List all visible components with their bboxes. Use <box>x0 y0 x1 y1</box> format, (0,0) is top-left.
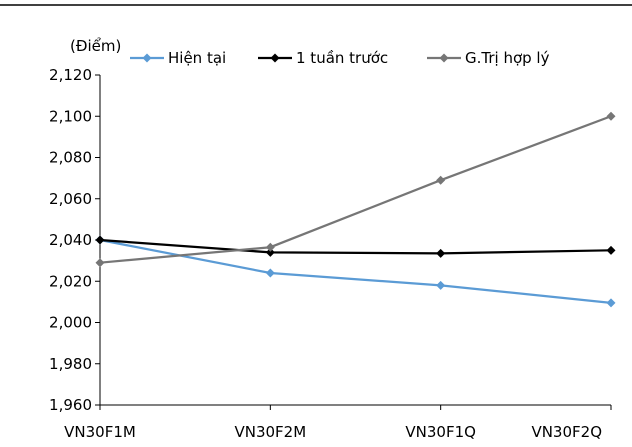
series-line <box>99 238 612 305</box>
data-point <box>606 298 616 308</box>
x-axis: VN30F1M VN30F2M VN30F1Q VN30F2Q <box>64 404 612 441</box>
y-axis-title: (Điểm) <box>70 37 121 55</box>
data-point <box>436 280 446 290</box>
legend-marker <box>439 53 449 63</box>
legend-marker <box>270 53 280 63</box>
series-lines <box>95 111 616 308</box>
legend-label: Hiện tại <box>168 49 226 67</box>
data-point <box>95 258 105 268</box>
y-tick-label: 1,960 <box>49 396 92 414</box>
data-point <box>265 268 275 278</box>
x-tick-label: VN30F2Q <box>531 423 602 441</box>
y-axis: 1,960 1,980 2,000 2,020 2,040 2,060 2,080 2,100… <box>49 66 101 414</box>
data-point <box>95 235 105 245</box>
legend-label: 1 tuần trước <box>296 49 388 67</box>
series-line <box>99 238 612 255</box>
data-point <box>265 242 275 252</box>
data-point <box>606 111 616 121</box>
x-tick-label: VN30F1Q <box>405 423 476 441</box>
data-point <box>606 245 616 255</box>
data-point <box>436 248 446 258</box>
y-tick-label: 2,040 <box>49 231 92 249</box>
series-line <box>99 115 612 264</box>
y-tick-label: 2,020 <box>49 272 92 290</box>
y-tick-label: 2,060 <box>49 190 92 208</box>
data-point <box>436 175 446 185</box>
y-tick-label: 2,000 <box>49 314 92 332</box>
legend-marker <box>142 53 152 63</box>
y-tick-label: 1,980 <box>49 355 92 373</box>
data-point <box>265 247 275 257</box>
x-tick-label: VN30F2M <box>234 423 306 441</box>
y-tick-label: 2,080 <box>49 149 92 167</box>
y-tick-label: 2,120 <box>49 66 92 84</box>
x-tick-label: VN30F1M <box>64 423 136 441</box>
y-tick-label: 2,100 <box>49 107 92 125</box>
legend-label: G.Trị hợp lý <box>465 49 550 67</box>
legend: Hiện tại 1 tuần trước G.Trị hợp lý <box>130 49 550 67</box>
